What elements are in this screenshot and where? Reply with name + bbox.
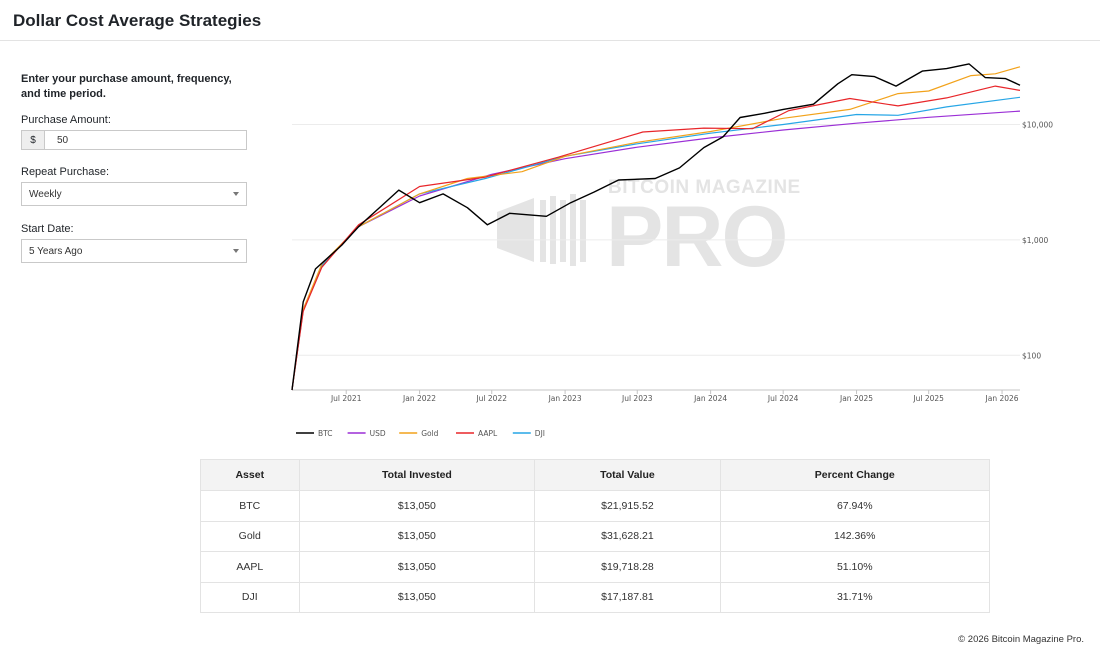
- table-row: AAPL $13,050 $19,718.28 51.10%: [200, 551, 991, 583]
- x-tick-label: Jan 2024: [693, 394, 727, 403]
- cell-asset: DJI: [200, 581, 300, 613]
- repeat-purchase-value: Weekly: [29, 188, 62, 200]
- purchase-amount-input[interactable]: [45, 131, 246, 149]
- column-header: Total Invested: [298, 459, 536, 491]
- x-tick-label: Jul 2024: [767, 394, 799, 403]
- cell-value: $21,915.52: [534, 490, 721, 522]
- chevron-down-icon: [233, 249, 239, 253]
- repeat-purchase-select[interactable]: Weekly: [21, 182, 247, 206]
- x-tick-label: Jul 2022: [475, 394, 507, 403]
- page-title: Dollar Cost Average Strategies: [13, 11, 262, 30]
- repeat-purchase-label: Repeat Purchase:: [21, 166, 110, 178]
- series-line-btc: [291, 63, 1021, 391]
- cell-invested: $13,050: [298, 551, 536, 583]
- chart-svg: BITCOIN MAGAZINE PRO Jul 2021 Jan 2022 Jul…: [291, 63, 1053, 438]
- chevron-down-icon: [233, 192, 239, 196]
- watermark-logo-icon: [497, 194, 586, 266]
- legend-item-btc[interactable]: BTC: [296, 429, 333, 438]
- watermark-text-top: BITCOIN MAGAZINE: [608, 177, 801, 198]
- cell-asset: BTC: [200, 490, 300, 522]
- y-tick-label: $10,000: [1022, 120, 1053, 129]
- cell-asset: Gold: [200, 520, 300, 552]
- table-row: DJI $13,050 $17,187.81 31.71%: [200, 581, 991, 613]
- series-line-dji: [291, 96, 1021, 391]
- x-tick-label: Jan 2022: [402, 394, 436, 403]
- x-tick-label: Jan 2025: [839, 394, 873, 403]
- legend-label: AAPL: [478, 429, 498, 438]
- x-tick-label: Jan 2026: [985, 394, 1019, 403]
- cell-value: $19,718.28: [534, 551, 721, 583]
- legend-item-usd[interactable]: USD: [347, 429, 386, 438]
- x-tick-label: Jul 2023: [621, 394, 653, 403]
- chart-grid: [292, 123, 1020, 356]
- table-row: BTC $13,050 $21,915.52 67.94%: [200, 490, 991, 522]
- cell-change: 142.36%: [719, 520, 991, 552]
- column-header: Percent Change: [719, 459, 991, 491]
- cell-change: 31.71%: [719, 581, 991, 613]
- column-header: Total Value: [534, 459, 721, 491]
- legend-label: Gold: [421, 429, 438, 438]
- x-axis: Jul 2021 Jan 2022 Jul 2022 Jan 2023 Jul 2023…: [292, 389, 1020, 403]
- column-header: Asset: [200, 459, 300, 491]
- cell-value: $31,628.21: [534, 520, 721, 552]
- y-axis: $100 $1,000 $10,000: [1022, 120, 1053, 360]
- purchase-amount-group: $: [21, 130, 247, 150]
- cell-invested: $13,050: [298, 520, 536, 552]
- legend-label: BTC: [318, 429, 333, 438]
- y-tick-label: $1,000: [1022, 236, 1048, 245]
- cell-change: 51.10%: [719, 551, 991, 583]
- cell-invested: $13,050: [298, 581, 536, 613]
- page-header: Dollar Cost Average Strategies: [0, 0, 1100, 41]
- legend-label: USD: [370, 429, 386, 438]
- x-tick-label: Jul 2025: [912, 394, 944, 403]
- legend-item-dji[interactable]: DJI: [512, 429, 545, 438]
- x-tick-label: Jul 2021: [330, 394, 362, 403]
- table-header-row: Asset Total Invested Total Value Percent…: [200, 459, 991, 491]
- x-tick-label: Jan 2023: [548, 394, 582, 403]
- legend-item-aapl[interactable]: AAPL: [456, 429, 498, 438]
- cell-change: 67.94%: [719, 490, 991, 522]
- dca-chart: BITCOIN MAGAZINE PRO Jul 2021 Jan 2022 Jul…: [291, 63, 1053, 438]
- currency-symbol: $: [22, 131, 45, 149]
- watermark-text-pro: PRO: [606, 189, 786, 285]
- results-table: Asset Total Invested Total Value Percent…: [200, 459, 991, 613]
- purchase-amount-label: Purchase Amount:: [21, 114, 111, 126]
- chart-legend[interactable]: BTC USD Gold AAPL DJI: [296, 429, 545, 438]
- dca-form: Enter your purchase amount, frequency, a…: [21, 72, 247, 280]
- legend-item-gold[interactable]: Gold: [399, 429, 439, 438]
- cell-invested: $13,050: [298, 490, 536, 522]
- form-intro: Enter your purchase amount, frequency, a…: [21, 73, 232, 100]
- footer-copyright: © 2026 Bitcoin Magazine Pro.: [958, 634, 1084, 645]
- watermark: BITCOIN MAGAZINE PRO: [497, 177, 801, 285]
- start-date-label: Start Date:: [21, 223, 74, 235]
- legend-label: DJI: [535, 429, 545, 438]
- cell-value: $17,187.81: [534, 581, 721, 613]
- chart-lines: [291, 63, 1021, 391]
- start-date-value: 5 Years Ago: [29, 245, 83, 257]
- y-tick-label: $100: [1022, 351, 1041, 360]
- start-date-select[interactable]: 5 Years Ago: [21, 239, 247, 263]
- cell-asset: AAPL: [200, 551, 300, 583]
- table-row: Gold $13,050 $31,628.21 142.36%: [200, 520, 991, 552]
